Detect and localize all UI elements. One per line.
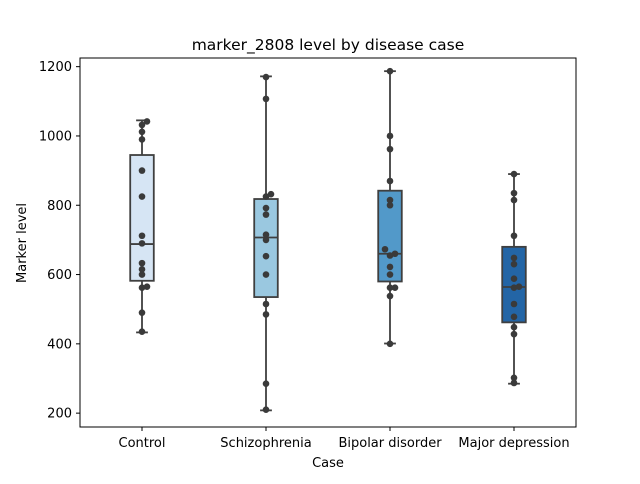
y-tick-label: 400 <box>47 337 72 352</box>
y-tick-label: 800 <box>47 199 72 214</box>
data-point <box>262 271 270 278</box>
x-axis-label: Case <box>312 456 344 471</box>
data-point <box>138 328 146 336</box>
data-point <box>143 283 151 290</box>
data-point <box>138 266 146 273</box>
data-point <box>386 271 394 278</box>
data-point <box>386 284 394 292</box>
data-point <box>510 260 518 268</box>
plot-frame <box>79 57 577 428</box>
box-body <box>377 189 403 283</box>
data-point <box>386 201 394 209</box>
y-tick-label: 1000 <box>39 129 72 144</box>
chart-title: marker_2808 level by disease case <box>192 36 465 55</box>
data-point <box>386 196 394 204</box>
data-point <box>386 252 394 259</box>
data-point <box>262 406 270 413</box>
data-point <box>262 193 270 200</box>
data-point <box>143 118 151 125</box>
data-point <box>262 380 270 387</box>
data-point <box>386 145 394 153</box>
data-point <box>510 374 518 382</box>
data-point <box>381 245 389 253</box>
data-point <box>138 284 146 292</box>
box-group <box>377 70 403 345</box>
data-point <box>510 379 518 387</box>
data-point <box>138 309 146 316</box>
data-point <box>262 311 270 318</box>
data-point <box>510 232 518 240</box>
data-point <box>138 136 146 143</box>
data-point <box>138 193 146 200</box>
data-point <box>262 236 270 244</box>
data-point <box>510 189 518 197</box>
data-point <box>510 170 518 178</box>
x-tick-label: Control <box>119 436 166 451</box>
data-point <box>391 284 399 292</box>
data-point <box>386 177 394 185</box>
data-point <box>138 271 146 278</box>
axes: 200 400 600 800 1000 1200 Control Schizophrenia… <box>39 57 577 451</box>
y-tick-label: 1200 <box>39 60 72 75</box>
data-point <box>515 283 523 290</box>
data-point <box>510 254 518 262</box>
data-point <box>510 300 518 308</box>
data-point <box>510 330 518 338</box>
data-point <box>138 259 146 267</box>
data-point <box>267 190 275 198</box>
data-point <box>386 340 394 348</box>
data-point <box>138 121 146 129</box>
data-point <box>510 284 518 292</box>
y-axis-label: Marker level <box>15 203 30 283</box>
data-point <box>391 250 399 258</box>
data-point <box>262 95 270 103</box>
data-point <box>138 232 146 240</box>
data-point <box>138 128 146 136</box>
data-point <box>510 313 518 321</box>
x-tick-label: Major depression <box>458 436 569 451</box>
y-tick-label: 200 <box>47 407 72 422</box>
data-point <box>262 211 270 218</box>
data-point <box>262 73 270 81</box>
data-point <box>386 67 394 75</box>
data-point <box>386 132 394 140</box>
box-body <box>129 154 155 282</box>
data-point <box>510 323 518 331</box>
data-point <box>262 204 270 212</box>
data-point <box>386 263 394 271</box>
data-point <box>386 292 394 300</box>
data-point <box>262 252 270 260</box>
data-point <box>510 196 518 204</box>
y-tick-label: 600 <box>47 268 72 283</box>
data-point <box>262 300 270 308</box>
data-point <box>138 167 146 174</box>
x-tick-label: Bipolar disorder <box>338 436 442 451</box>
x-tick-label: Schizophrenia <box>220 436 311 451</box>
data-point <box>510 275 518 283</box>
data-point <box>262 231 270 239</box>
data-point <box>138 240 146 247</box>
data-points <box>138 67 523 413</box>
